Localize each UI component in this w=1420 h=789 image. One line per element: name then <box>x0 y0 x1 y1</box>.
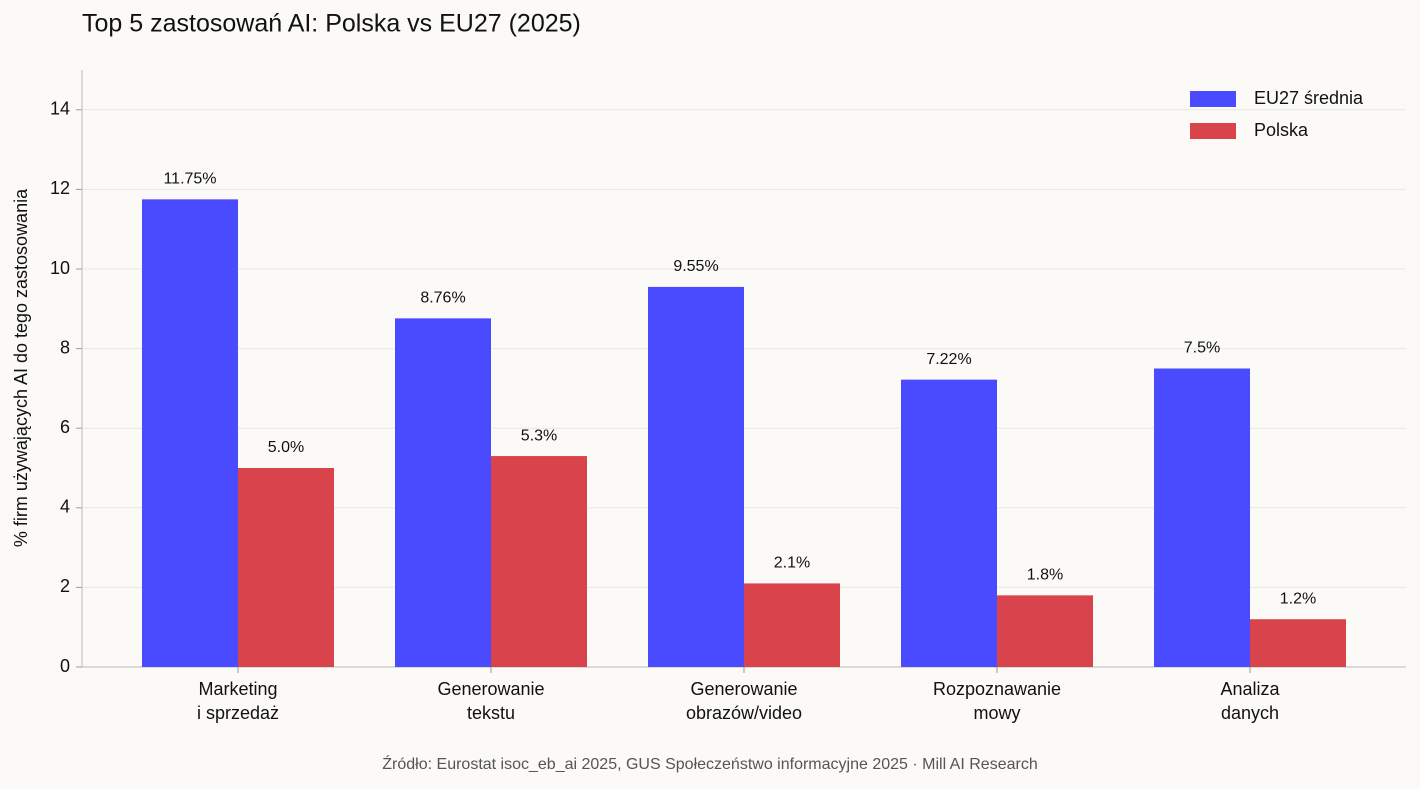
source-note: Źródło: Eurostat isoc_eb_ai 2025, GUS Sp… <box>382 754 1037 773</box>
x-tick-label: tekstu <box>467 703 515 723</box>
x-tick-label: Analiza <box>1220 679 1280 699</box>
x-tick-label: Rozpoznawanie <box>933 679 1061 699</box>
value-label: 5.3% <box>521 427 557 444</box>
value-label: 1.2% <box>1280 590 1316 607</box>
x-tick-label: Generowanie <box>690 679 797 699</box>
value-label: 2.1% <box>774 555 810 572</box>
value-label: 5.0% <box>268 439 304 456</box>
y-tick-label: 10 <box>50 258 70 278</box>
y-tick-label: 2 <box>60 576 70 596</box>
bar <box>901 380 997 667</box>
value-label: 7.5% <box>1184 340 1220 357</box>
legend-label: Polska <box>1254 120 1309 140</box>
x-tick-label: obrazów/video <box>686 703 802 723</box>
x-tick-label: i sprzedaż <box>197 703 279 723</box>
bar <box>997 595 1093 667</box>
bar <box>1154 369 1250 668</box>
value-label: 7.22% <box>926 351 971 368</box>
y-tick-label: 12 <box>50 178 70 198</box>
y-tick-label: 14 <box>50 99 70 119</box>
y-tick-label: 4 <box>60 497 70 517</box>
bar <box>395 318 491 667</box>
legend-label: EU27 średnia <box>1254 88 1364 108</box>
bar <box>491 456 587 667</box>
x-tick-label: mowy <box>973 703 1020 723</box>
value-label: 1.8% <box>1027 567 1063 584</box>
value-label: 11.75% <box>163 171 216 188</box>
y-axis-label: % firm używających AI do tego zastosowan… <box>11 188 31 547</box>
legend-swatch <box>1190 91 1236 107</box>
legend-swatch <box>1190 123 1236 139</box>
bar <box>1250 619 1346 667</box>
y-tick-label: 0 <box>60 656 70 676</box>
y-tick-label: 8 <box>60 337 70 357</box>
value-label: 9.55% <box>673 258 718 275</box>
bar <box>238 468 334 667</box>
bar <box>744 583 840 667</box>
x-tick-label: Generowanie <box>437 679 544 699</box>
x-tick-label: Marketing <box>198 679 277 699</box>
bar <box>648 287 744 667</box>
y-tick-label: 6 <box>60 417 70 437</box>
value-label: 8.76% <box>420 290 465 307</box>
chart-title: Top 5 zastosowań AI: Polska vs EU27 (202… <box>82 10 581 38</box>
x-tick-label: danych <box>1221 703 1279 723</box>
bar <box>142 199 238 667</box>
